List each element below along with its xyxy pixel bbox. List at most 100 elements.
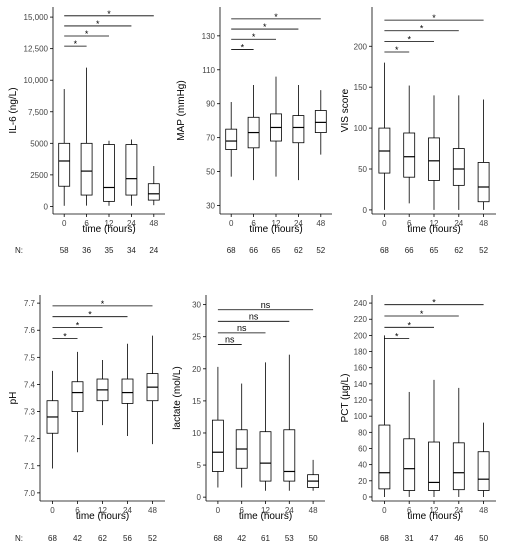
comparison-label: * <box>88 310 92 320</box>
box-body <box>103 144 115 202</box>
box-body <box>71 381 84 412</box>
comparison-label: * <box>107 9 111 19</box>
box-body <box>259 431 272 482</box>
box-12 <box>259 362 272 491</box>
y-tick-label: 50 <box>206 168 215 177</box>
box-12 <box>103 140 115 206</box>
box-body <box>403 132 416 178</box>
comparison-label: ns <box>249 311 259 321</box>
y-tick-label: 180 <box>354 348 368 357</box>
n-count-label: 52 <box>316 246 325 255</box>
x-tick-label: 24 <box>454 219 463 228</box>
n-count-label: 42 <box>73 534 82 543</box>
comparison-label: * <box>76 321 80 331</box>
x-tick-label: 0 <box>382 219 387 228</box>
x-tick-label: 12 <box>430 219 439 228</box>
y-tick-label: 2500 <box>30 171 48 180</box>
comparison-label: * <box>420 309 424 319</box>
chart-panel-4: 7.0 7.1 7.2 7.3 7.4 7.5 7.6 7.7 0 6 12 24 48 time (ho… <box>8 295 165 543</box>
y-tick-label: 0 <box>363 493 368 502</box>
box-6 <box>403 85 416 204</box>
box-24 <box>452 95 465 210</box>
x-tick-label: 12 <box>430 506 439 515</box>
box-body <box>225 128 238 150</box>
y-tick-label: 20 <box>192 365 201 374</box>
comparison-label: * <box>274 12 278 22</box>
n-count-label: 47 <box>430 534 439 543</box>
box-24 <box>292 85 305 181</box>
n-count-label: 50 <box>309 534 318 543</box>
box-body <box>283 429 296 482</box>
box-0 <box>378 62 391 210</box>
comparison-label: * <box>96 19 100 29</box>
y-tick-label: 50 <box>358 165 367 174</box>
n-count-label: 62 <box>454 246 463 255</box>
box-body <box>211 419 224 472</box>
n-count-label: 52 <box>479 246 488 255</box>
box-0 <box>225 102 238 177</box>
box-body <box>452 148 465 186</box>
box-0 <box>378 335 391 497</box>
x-tick-label: 48 <box>316 219 325 228</box>
x-tick-label: 48 <box>148 506 157 515</box>
box-48 <box>307 459 320 491</box>
y-tick-label: 7.3 <box>24 408 36 417</box>
box-body <box>58 142 71 187</box>
comparison-label: * <box>407 320 411 330</box>
y-tick-label: 7.7 <box>24 299 36 308</box>
y-tick-label: 100 <box>354 412 368 421</box>
box-6 <box>403 391 416 497</box>
y-tick-label: 90 <box>206 100 215 109</box>
x-tick-label: 0 <box>50 506 55 515</box>
x-tick-label: 6 <box>239 506 244 515</box>
comparison-label: ns <box>261 300 271 310</box>
y-tick-label: 240 <box>354 299 368 308</box>
comparison-label: * <box>252 32 256 42</box>
y-tick-label: 150 <box>354 83 368 92</box>
x-tick-label: 6 <box>251 219 256 228</box>
comparison-label: * <box>407 34 411 44</box>
x-tick-label: 24 <box>454 506 463 515</box>
comparison-label: * <box>63 331 67 341</box>
box-body <box>428 441 440 491</box>
y-tick-label: 100 <box>354 124 368 133</box>
y-tick-label: 140 <box>354 380 368 389</box>
y-tick-label: 10 <box>192 429 201 438</box>
y-tick-label: 200 <box>354 42 368 51</box>
y-axis-title: PCT (µg/L) <box>340 374 351 423</box>
x-axis-title: time (hours) <box>76 511 129 522</box>
box-body <box>428 137 440 181</box>
box-0 <box>211 366 224 488</box>
box-body <box>378 424 391 490</box>
x-tick-label: 6 <box>407 506 412 515</box>
x-tick-label: 0 <box>62 219 67 228</box>
y-axis-title: VIS score <box>340 88 351 132</box>
box-12 <box>428 95 440 210</box>
y-tick-label: 120 <box>354 396 368 405</box>
x-tick-label: 0 <box>229 219 234 228</box>
chart-panel-6: 0 20 40 60 80 100 120 140 160 180 200 220 240 0 6 12 24 4… <box>340 295 496 543</box>
y-tick-label: 40 <box>358 461 367 470</box>
y-tick-label: 80 <box>358 428 367 437</box>
x-tick-label: 6 <box>75 506 80 515</box>
comparison-label: * <box>395 45 399 55</box>
x-tick-label: 0 <box>382 506 387 515</box>
y-axis-title: IL-6 (ng/L) <box>8 87 19 133</box>
y-tick-label: 7.0 <box>24 489 36 498</box>
n-count-label: 52 <box>148 534 157 543</box>
y-tick-label: 0 <box>363 206 368 215</box>
box-12 <box>96 360 109 426</box>
y-tick-label: 0 <box>197 493 202 502</box>
x-axis-title: time (hours) <box>82 224 135 235</box>
box-48 <box>147 166 160 206</box>
box-6 <box>71 351 84 453</box>
x-tick-label: 6 <box>84 219 89 228</box>
y-tick-label: 30 <box>206 202 215 211</box>
box-body <box>452 442 465 491</box>
y-tick-label: 15 <box>192 397 201 406</box>
y-tick-label: 30 <box>192 301 201 310</box>
comparison-label: * <box>74 39 78 49</box>
box-48 <box>314 90 327 155</box>
x-axis-title: time (hours) <box>239 511 292 522</box>
